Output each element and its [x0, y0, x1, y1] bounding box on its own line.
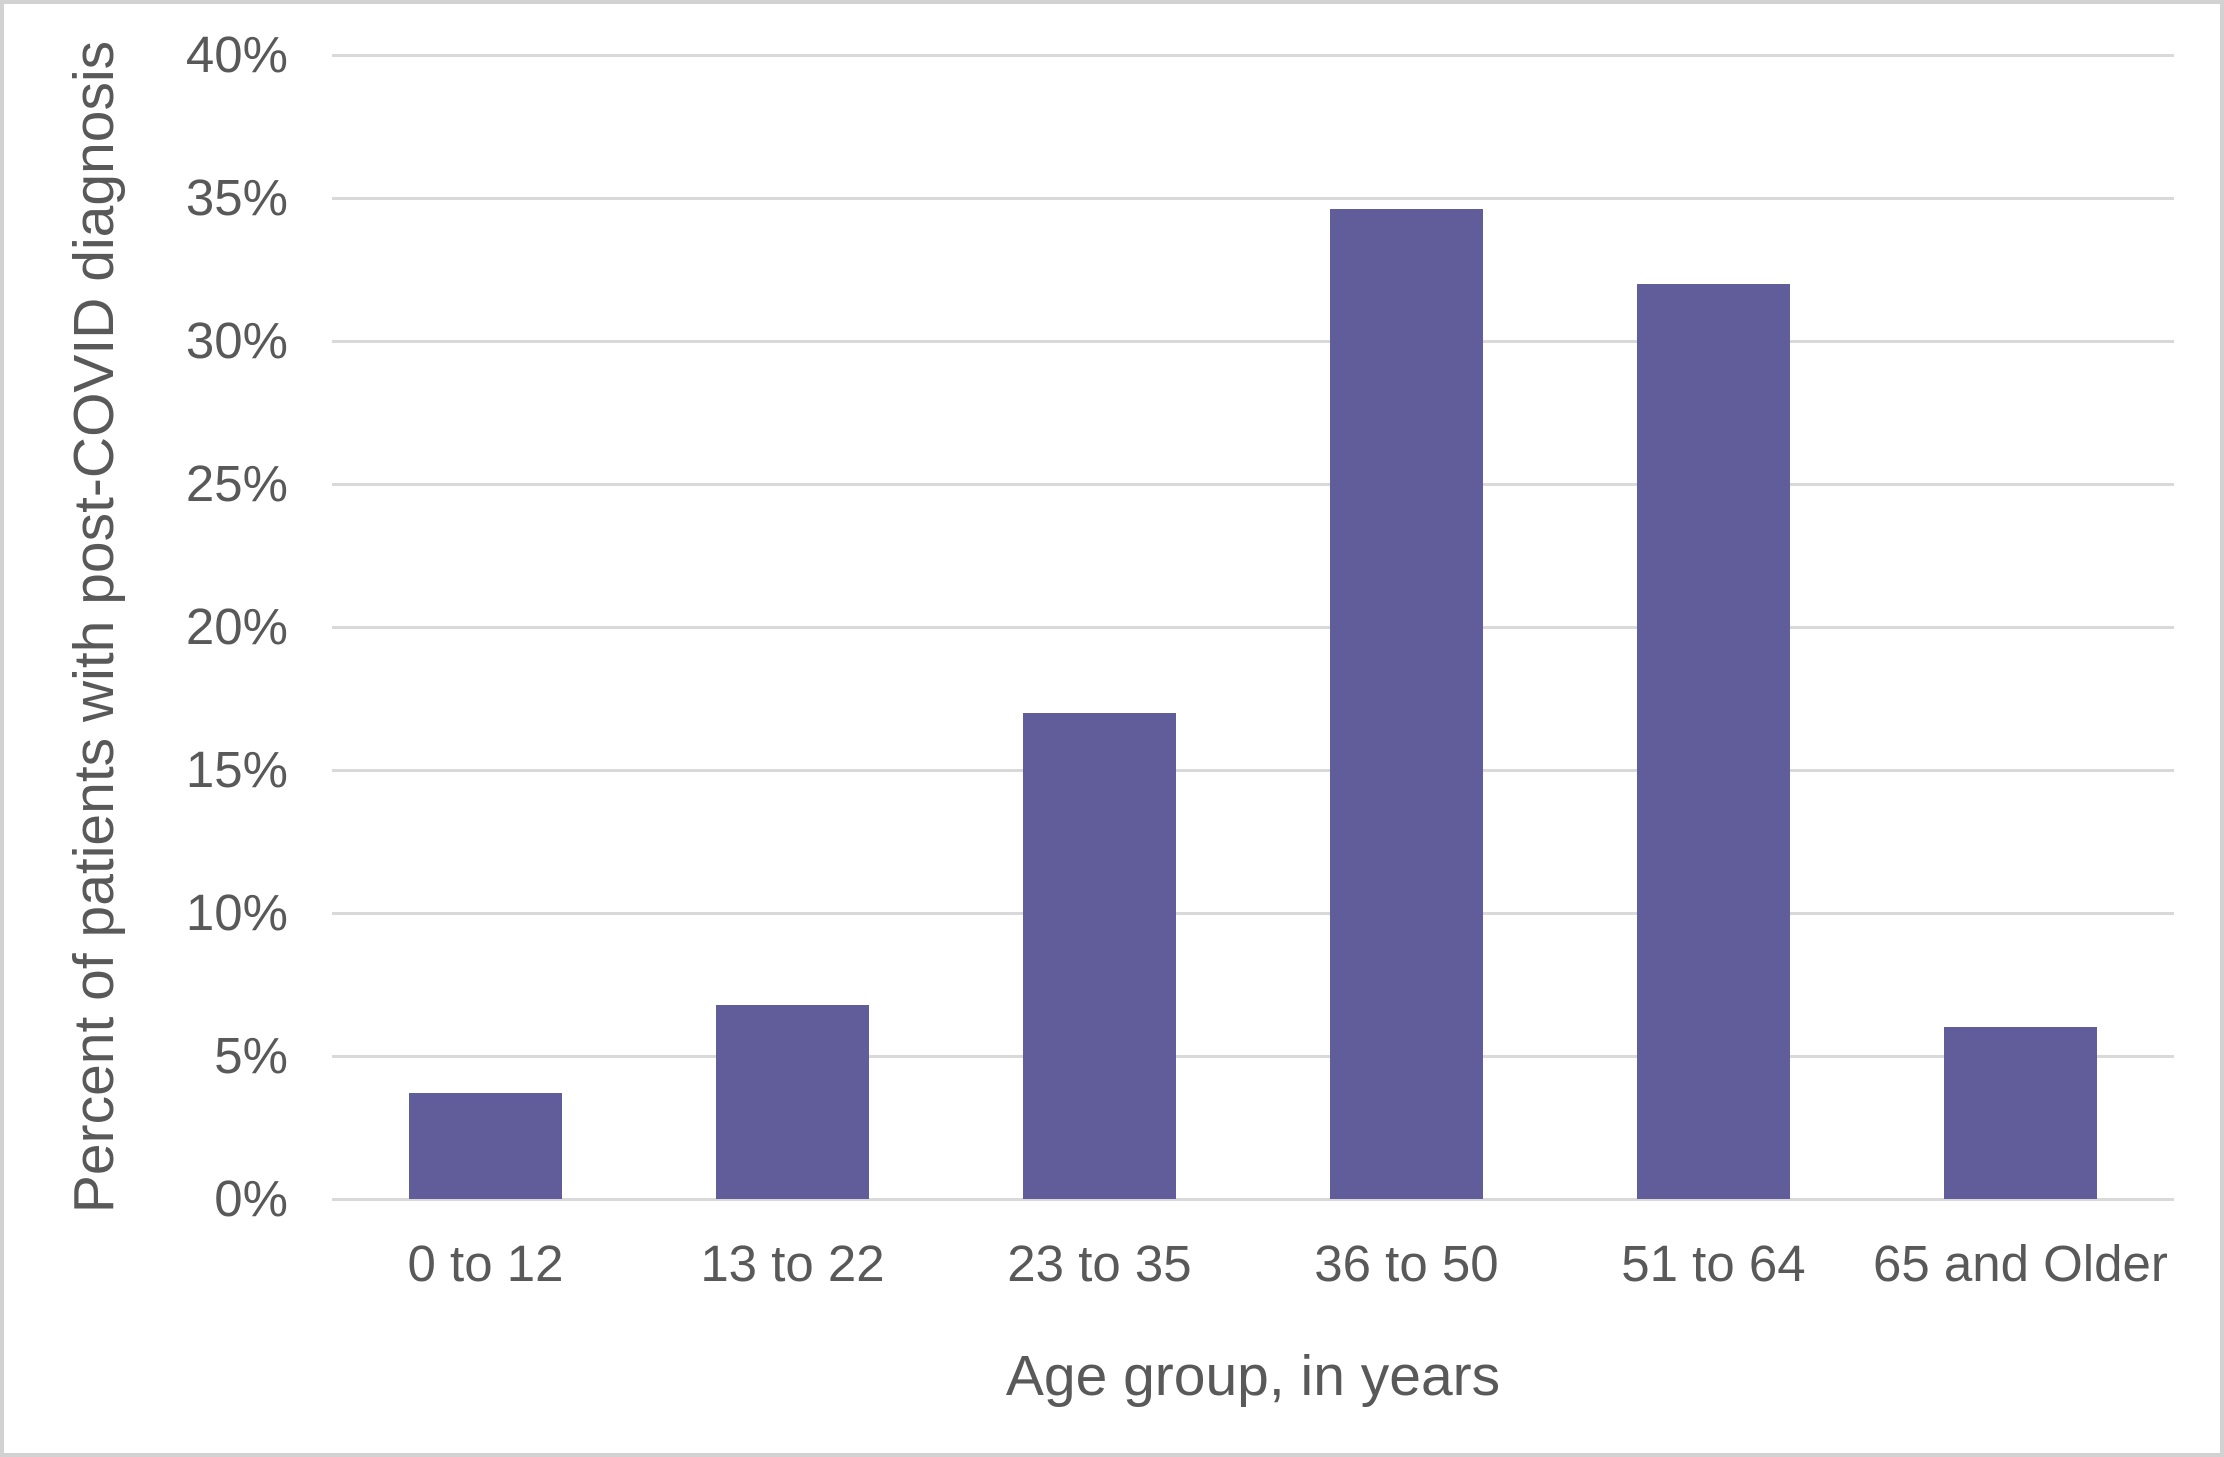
- gridline: [332, 768, 2174, 772]
- x-tick-label: 23 to 35: [1007, 1235, 1192, 1292]
- bar-0-to-12: [408, 1093, 563, 1199]
- y-tick-label: 25%: [185, 455, 288, 512]
- bar-51-to-64: [1636, 283, 1791, 1199]
- gridline: [332, 625, 2174, 629]
- x-tick-label: 36 to 50: [1314, 1235, 1499, 1292]
- plot-area: [332, 53, 2174, 1201]
- gridline: [332, 911, 2174, 915]
- y-tick-label: 0%: [214, 1170, 288, 1227]
- x-tick-label: 51 to 64: [1621, 1235, 1806, 1292]
- bar-chart: Percent of patients with post-COVID diag…: [4, 4, 2220, 1453]
- x-tick-label: 13 to 22: [700, 1235, 885, 1292]
- gridline: [332, 196, 2174, 200]
- y-tick-label: 20%: [185, 598, 288, 655]
- y-tick-label: 15%: [185, 741, 288, 798]
- x-axis-tick-labels: 0 to 12 13 to 22 23 to 35 36 to 50 51 to 64 6…: [332, 1232, 2174, 1296]
- bar-36-to-50: [1329, 209, 1484, 1199]
- x-axis-title: Age group, in years: [1005, 1344, 1501, 1408]
- gridline: [332, 339, 2174, 343]
- y-axis-tick-labels: 0% 5% 10% 15% 20% 25% 30% 35% 40%: [4, 26, 288, 1227]
- gridline: [332, 1197, 2174, 1201]
- y-tick-label: 5%: [214, 1027, 288, 1084]
- gridline: [332, 482, 2174, 486]
- gridline: [332, 1054, 2174, 1058]
- gridline: [332, 53, 2174, 57]
- y-tick-label: 35%: [185, 169, 288, 226]
- y-tick-label: 30%: [185, 312, 288, 369]
- bar-13-to-22: [715, 1004, 870, 1199]
- bar-23-to-35: [1022, 712, 1177, 1199]
- y-tick-label: 40%: [185, 26, 288, 83]
- y-tick-label: 10%: [185, 884, 288, 941]
- bar-65-and-older: [1943, 1027, 2098, 1199]
- x-tick-label: 0 to 12: [407, 1235, 564, 1292]
- x-tick-label: 65 and Older: [1872, 1235, 2168, 1292]
